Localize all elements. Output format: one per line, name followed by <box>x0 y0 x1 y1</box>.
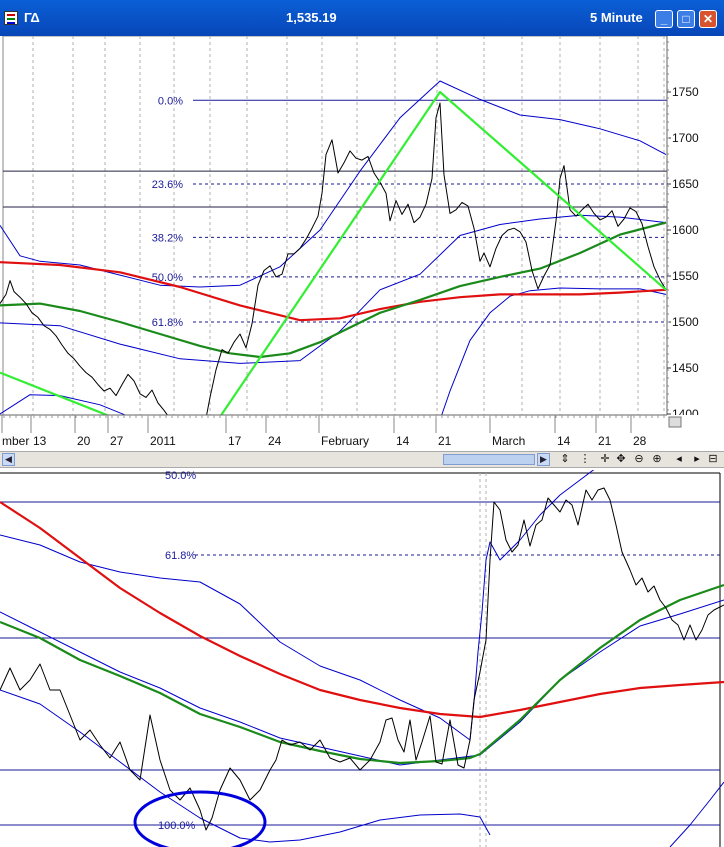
zoomed-chart[interactable]: 50.0% 61.8% 100.0% <box>0 470 724 847</box>
axis-corner-icon <box>668 416 682 428</box>
zoomed-chart-price-line <box>0 487 724 831</box>
y-tick-label: 1450 <box>672 361 699 375</box>
price-chart-ma-long-line <box>0 261 667 322</box>
fib-label: 0.0% <box>158 95 183 107</box>
y-tick-label: 1750 <box>672 85 699 99</box>
y-tick-label: 1650 <box>672 177 699 191</box>
price-chart-ma-short-line <box>0 221 667 359</box>
scroll-thumb[interactable] <box>443 454 535 465</box>
zoomed-chart-band-lower-line <box>0 689 491 843</box>
minimize-icon[interactable]: _ <box>655 10 673 28</box>
zoomed-chart-band-upper-line <box>0 470 595 741</box>
scroll-left-icon[interactable]: ◀ <box>2 453 15 466</box>
x-tick-label: 14 <box>557 434 571 448</box>
zoom-in-icon[interactable]: ⊕ <box>652 453 662 465</box>
fit-icon[interactable]: ⊟ <box>708 453 718 465</box>
next-icon[interactable]: ▸ <box>694 453 700 465</box>
price-chart-band-upper-line <box>0 80 667 288</box>
zoomed-chart-ma-long-line <box>0 501 724 719</box>
x-tick-label: 28 <box>633 434 647 448</box>
close-icon[interactable]: ✕ <box>699 10 717 28</box>
scroll-right-icon[interactable]: ▶ <box>537 453 550 466</box>
y-tick-label: 1700 <box>672 131 699 145</box>
price-chart-zigzag-line <box>0 90 667 451</box>
window-titlebar: ΓΔ 1,535.19 5 Minute _ □ ✕ <box>0 0 724 36</box>
fib-label: 61.8% <box>152 317 183 329</box>
zoomed-chart-ma-short-line <box>0 583 724 765</box>
plot-background <box>0 36 724 451</box>
zoom-background <box>0 470 724 847</box>
price-chart[interactable]: 0.0%23.6%38.2%50.0%61.8%100.0%1400145015… <box>0 36 724 451</box>
crosshair-icon[interactable]: ✛ <box>600 453 610 465</box>
x-tick-label: 17 <box>228 434 242 448</box>
fib-label: 23.6% <box>152 179 183 191</box>
price-chart-price-line <box>0 102 667 451</box>
prev-icon[interactable]: ◂ <box>676 453 682 465</box>
interval-label: 5 Minute <box>590 10 643 25</box>
x-tick-label: March <box>492 434 525 448</box>
zoomed-chart-band-lower-line <box>669 781 724 847</box>
x-tick-label: 14 <box>396 434 410 448</box>
symbol-label: ΓΔ <box>24 10 40 25</box>
x-tick-label: 2011 <box>150 434 176 448</box>
y-tick-label: 1550 <box>672 269 699 283</box>
zoom-out-icon[interactable]: ⊖ <box>634 453 644 465</box>
fib-label: 50.0% <box>165 470 196 482</box>
x-tick-label: 24 <box>268 434 282 448</box>
last-price: 1,535.19 <box>286 10 337 25</box>
app-icon[interactable] <box>4 11 18 25</box>
zoomed-chart-band-mid-line <box>0 599 724 766</box>
maximize-icon[interactable]: □ <box>677 10 695 28</box>
link-icon[interactable]: ⇕ <box>560 453 570 465</box>
x-axis-strip <box>0 415 724 451</box>
y-tick-label: 1500 <box>672 315 699 329</box>
fib-label: 38.2% <box>152 232 183 244</box>
x-tick-label: 21 <box>598 434 612 448</box>
pan-icon[interactable]: ✥ <box>616 453 626 465</box>
fib-label: 100.0% <box>158 820 196 832</box>
x-tick-label: February <box>321 434 369 448</box>
x-tick-label: 13 <box>33 434 47 448</box>
price-chart-band-mid-line <box>0 214 667 364</box>
y-tick-label: 1600 <box>672 223 699 237</box>
x-tick-label: 27 <box>110 434 124 448</box>
x-tick-label: 20 <box>77 434 91 448</box>
time-scrollbar[interactable]: ◀ ▶ ⇕ ⋮ ✛ ✥ ⊖ ⊕ ◂ ▸ ⊟ <box>0 451 724 468</box>
bars-icon[interactable]: ⋮ <box>579 453 591 465</box>
x-tick-label: mber <box>2 434 29 448</box>
fib-label: 61.8% <box>165 550 196 562</box>
highlight-circle <box>133 790 267 847</box>
x-tick-label: 21 <box>438 434 452 448</box>
